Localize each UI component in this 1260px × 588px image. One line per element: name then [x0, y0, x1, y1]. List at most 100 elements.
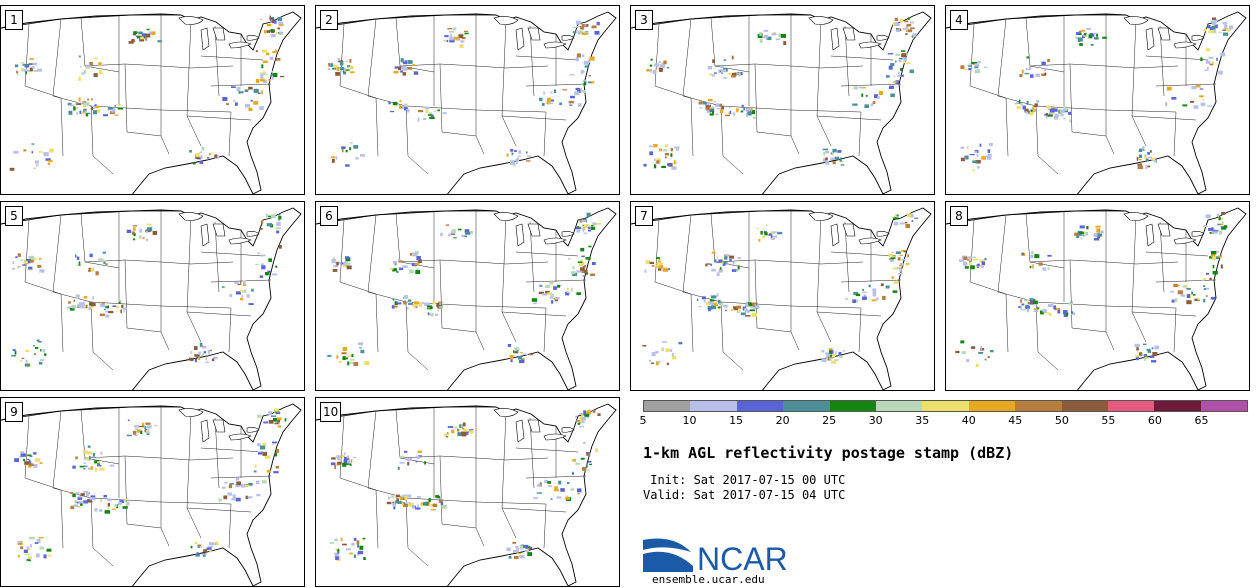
reflectivity-cell: [97, 463, 101, 466]
reflectivity-cell: [154, 424, 157, 427]
reflectivity-cell: [970, 265, 975, 270]
reflectivity-cell: [116, 104, 122, 106]
reflectivity-cell: [266, 30, 271, 33]
member-panel-2: 2: [315, 5, 620, 195]
reflectivity-cell: [411, 262, 418, 267]
state-border: [682, 214, 692, 293]
reflectivity-cell: [349, 59, 352, 63]
state-border: [997, 18, 1007, 97]
reflectivity-cell: [349, 65, 354, 70]
reflectivity-cell: [1081, 29, 1086, 32]
reflectivity-cell: [402, 66, 408, 71]
reflectivity-cell: [591, 81, 595, 84]
reflectivity-cell: [750, 107, 753, 111]
reflectivity-cell: [984, 358, 987, 361]
reflectivity-cell: [261, 263, 264, 266]
reflectivity-cell: [436, 496, 441, 499]
reflectivity-cell: [577, 493, 580, 495]
reflectivity-cell: [747, 303, 753, 307]
great-lake: [842, 223, 856, 237]
reflectivity-cell: [418, 455, 422, 457]
reflectivity-cell: [658, 268, 662, 271]
reflectivity-cell: [711, 305, 717, 310]
reflectivity-cell: [401, 497, 406, 500]
great-lake: [228, 433, 252, 441]
reflectivity-cell: [199, 545, 203, 548]
reflectivity-cell: [255, 263, 259, 266]
reflectivity-cell: [351, 353, 354, 358]
state-border: [790, 261, 822, 265]
reflectivity-cell: [1229, 25, 1234, 30]
reflectivity-cell: [657, 361, 661, 363]
reflectivity-cell: [1217, 223, 1221, 226]
reflectivity-cell: [257, 452, 263, 455]
reflectivity-cell: [980, 347, 985, 351]
state-border: [52, 18, 62, 97]
state-border: [439, 259, 443, 329]
reflectivity-cell: [665, 348, 670, 352]
reflectivity-cell: [402, 60, 408, 65]
reflectivity-cell: [12, 261, 14, 264]
reflectivity-cell: [402, 72, 406, 76]
state-border: [441, 327, 477, 333]
reflectivity-cell: [91, 106, 93, 111]
reflectivity-cell: [653, 164, 657, 169]
reflectivity-cell: [1212, 21, 1217, 26]
reflectivity-cell: [394, 66, 399, 69]
reflectivity-cell: [103, 308, 106, 311]
reflectivity-cell: [394, 301, 397, 305]
great-lake: [1157, 223, 1171, 237]
reflectivity-cell: [738, 72, 741, 77]
reflectivity-cell: [655, 266, 660, 268]
reflectivity-cell: [510, 149, 514, 152]
reflectivity-cell: [347, 65, 350, 68]
reflectivity-cell: [28, 63, 35, 66]
reflectivity-cell: [70, 505, 75, 510]
great-lake: [842, 27, 856, 41]
reflectivity-cell: [730, 308, 734, 312]
reflectivity-cell: [100, 451, 103, 455]
reflectivity-cell: [709, 113, 714, 116]
reflectivity-cell: [893, 221, 899, 226]
reflectivity-cell: [1225, 28, 1231, 31]
reflectivity-cell: [1184, 284, 1188, 287]
great-lake: [515, 223, 525, 247]
reflectivity-cell: [20, 453, 26, 457]
reflectivity-cell: [1213, 29, 1216, 32]
state-border: [160, 457, 192, 461]
reflectivity-cell: [1142, 146, 1145, 151]
us-map: [1, 403, 302, 586]
colorbar-segment: [1061, 401, 1108, 411]
reflectivity-cell: [444, 35, 449, 38]
reflectivity-cell: [533, 497, 539, 499]
reflectivity-cell: [14, 350, 17, 355]
reflectivity-cell: [205, 356, 208, 361]
reflectivity-cell: [246, 294, 250, 298]
reflectivity-cell: [347, 457, 350, 461]
reflectivity-cell: [260, 74, 264, 79]
reflectivity-cell: [644, 269, 647, 273]
reflectivity-cell: [81, 111, 85, 115]
reflectivity-cell: [562, 89, 568, 91]
reflectivity-cell: [587, 60, 591, 63]
reflectivity-cell: [1079, 43, 1083, 46]
state-border: [399, 455, 477, 459]
reflectivity-cell: [194, 358, 197, 363]
reflectivity-cell: [27, 268, 33, 271]
reflectivity-cell: [510, 359, 513, 363]
reflectivity-cell: [661, 165, 666, 168]
reflectivity-cell: [959, 259, 964, 262]
reflectivity-cell: [580, 267, 585, 271]
reflectivity-cell: [359, 347, 362, 349]
reflectivity-cell: [327, 68, 331, 70]
reflectivity-cell: [586, 415, 589, 419]
reflectivity-cell: [1203, 298, 1206, 303]
reflectivity-cell: [588, 245, 592, 248]
reflectivity-cell: [582, 32, 588, 35]
reflectivity-cell: [33, 167, 36, 170]
great-lake: [1145, 27, 1155, 51]
reflectivity-cell: [80, 493, 85, 496]
reflectivity-cell: [196, 552, 199, 556]
reflectivity-cell: [260, 18, 263, 20]
reflectivity-cell: [1024, 108, 1029, 113]
